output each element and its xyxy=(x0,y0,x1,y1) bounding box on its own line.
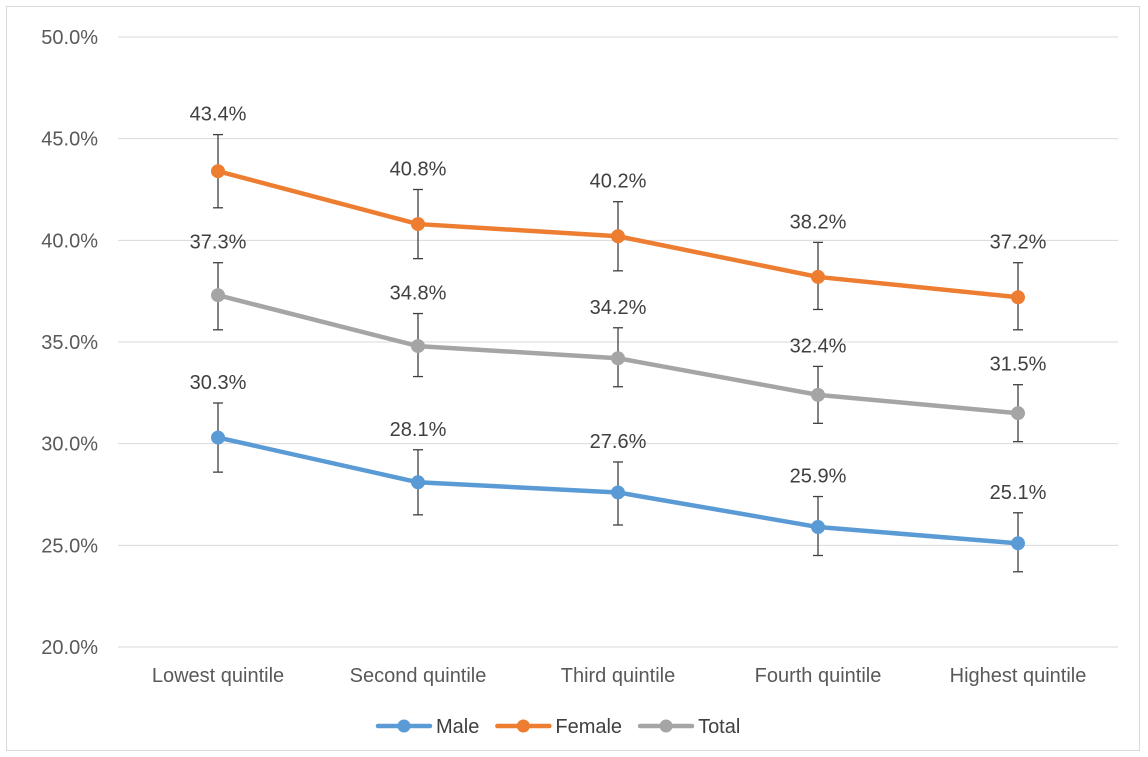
female-data-point xyxy=(211,164,225,179)
male-data-point xyxy=(211,430,225,445)
x-axis-ticks: Lowest quintile Second quintile Third quin… xyxy=(152,665,1087,687)
x-tick-label: Lowest quintile xyxy=(152,665,284,687)
male-data-point xyxy=(1011,536,1025,551)
legend-male-label: Male xyxy=(436,716,479,738)
series-points xyxy=(211,164,1025,551)
x-tick-label: Highest quintile xyxy=(950,665,1087,687)
legend-item-total: Total xyxy=(637,716,740,738)
female-data-point xyxy=(411,217,425,232)
total-data-label: 37.3% xyxy=(190,232,247,254)
total-data-point xyxy=(1011,406,1025,421)
female-data-point xyxy=(611,229,625,244)
total-data-point xyxy=(811,387,825,402)
male-data-point xyxy=(411,475,425,490)
y-axis-ticks: 20.0% 25.0% 30.0% 35.0% 40.0% 45.0% 50.0% xyxy=(41,27,98,659)
legend-male-marker xyxy=(397,719,411,733)
x-tick-label: Fourth quintile xyxy=(755,665,882,687)
legend-item-male: Male xyxy=(375,716,479,738)
data-labels: 30.3% 28.1% 27.6% 25.9% 25.1% 43.4% 40.8% 40.2%… xyxy=(190,104,1047,504)
female-data-point xyxy=(1011,290,1025,305)
male-data-point xyxy=(611,485,625,500)
male-data-label: 25.1% xyxy=(990,482,1047,504)
legend-female-marker xyxy=(516,719,530,733)
female-data-label: 38.2% xyxy=(790,211,847,233)
legend-total-marker xyxy=(659,719,673,733)
male-data-point xyxy=(811,520,825,535)
total-data-point xyxy=(211,288,225,303)
y-tick-label: 35.0% xyxy=(41,332,98,354)
legend: Male Female Total xyxy=(375,716,740,738)
total-data-label: 31.5% xyxy=(990,354,1047,376)
y-tick-label: 40.0% xyxy=(41,230,98,252)
total-data-label: 34.8% xyxy=(390,283,447,305)
total-data-point xyxy=(611,351,625,366)
total-data-label: 32.4% xyxy=(790,335,847,357)
total-data-label: 34.2% xyxy=(590,297,647,319)
total-data-point xyxy=(411,339,425,354)
y-tick-label: 25.0% xyxy=(41,535,98,557)
x-tick-label: Second quintile xyxy=(350,665,487,687)
legend-female-label: Female xyxy=(555,716,622,738)
y-tick-label: 45.0% xyxy=(41,129,98,151)
female-data-label: 43.4% xyxy=(190,104,247,126)
legend-total-label: Total xyxy=(698,716,740,738)
male-data-label: 28.1% xyxy=(390,419,447,441)
male-data-label: 27.6% xyxy=(590,431,647,453)
y-tick-label: 50.0% xyxy=(41,27,98,49)
y-tick-label: 20.0% xyxy=(41,637,98,659)
male-data-label: 25.9% xyxy=(790,466,847,488)
female-data-label: 40.8% xyxy=(390,159,447,181)
female-data-label: 37.2% xyxy=(990,232,1047,254)
male-data-label: 30.3% xyxy=(190,372,247,394)
x-tick-label: Third quintile xyxy=(561,665,676,687)
chart-area xyxy=(6,6,1140,751)
female-data-label: 40.2% xyxy=(590,171,647,193)
y-tick-label: 30.0% xyxy=(41,434,98,456)
female-data-point xyxy=(811,269,825,284)
legend-item-female: Female xyxy=(495,716,622,738)
